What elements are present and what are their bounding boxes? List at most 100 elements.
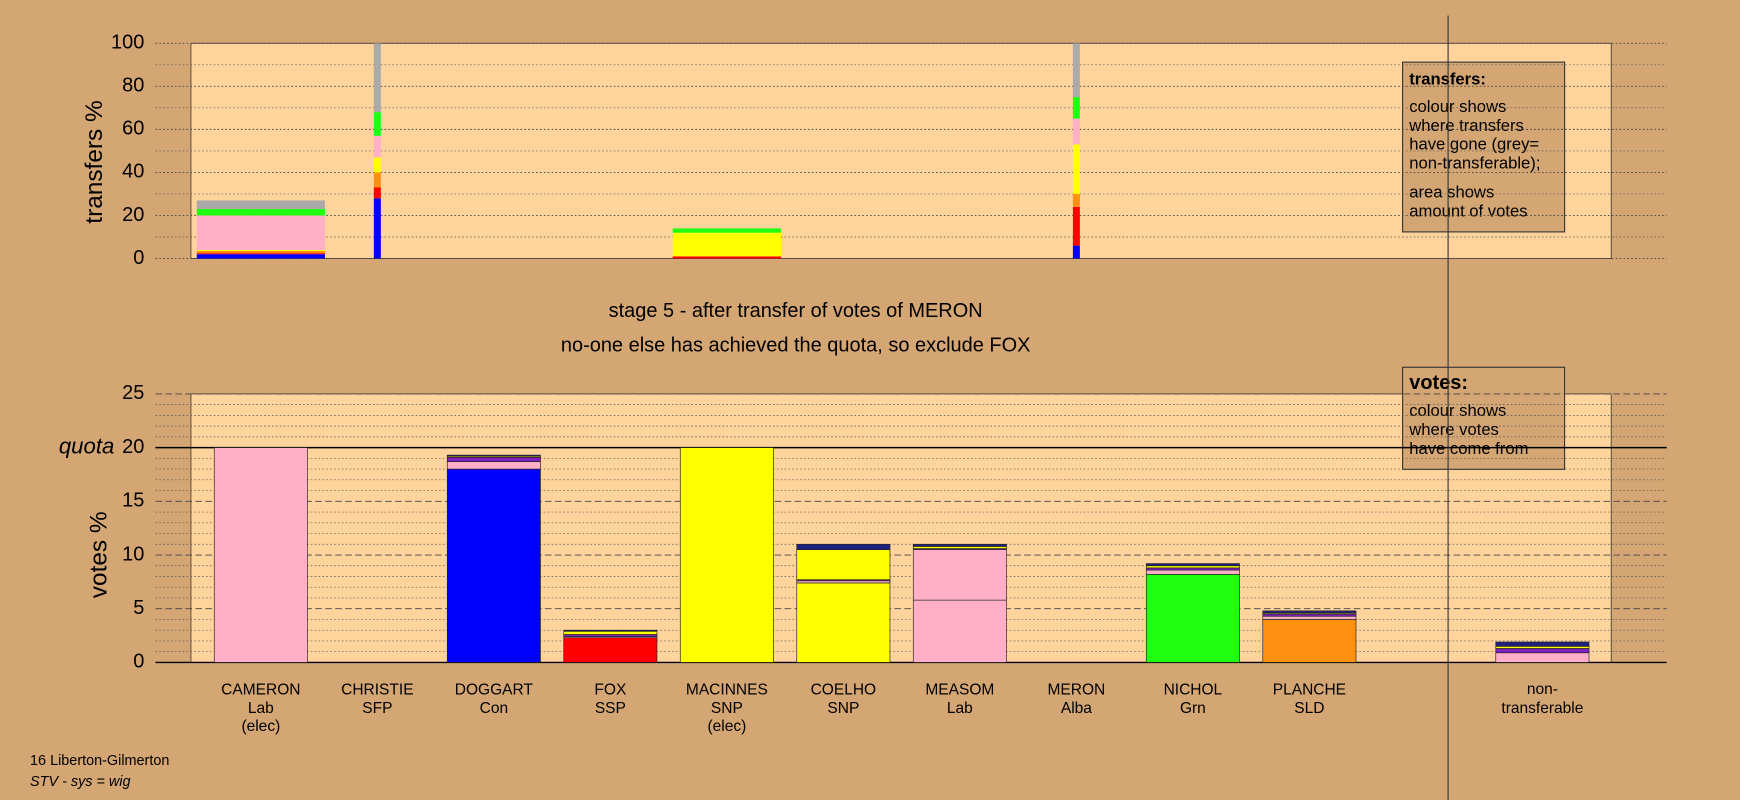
x-tick-label: CHRISTIE bbox=[341, 681, 413, 698]
bar-segment bbox=[196, 250, 325, 254]
bar-segment bbox=[1072, 118, 1080, 145]
bar-segment bbox=[1072, 43, 1080, 98]
plot-area bbox=[190, 393, 1612, 663]
bar-segment bbox=[196, 209, 325, 216]
party-label: Grn bbox=[1180, 700, 1206, 717]
quota-label: quota bbox=[59, 433, 115, 458]
bar-segment bbox=[1262, 610, 1357, 614]
y-tick-label: 25 bbox=[122, 382, 144, 404]
bar-segment bbox=[1145, 563, 1240, 567]
bar-segment bbox=[1262, 615, 1357, 620]
info-text: amount of votes bbox=[1409, 201, 1527, 220]
x-tick-label: NICHOL bbox=[1164, 681, 1223, 698]
x-tick-label: non-transferable bbox=[1501, 681, 1583, 717]
bar-segment bbox=[373, 157, 381, 173]
info-text: have gone (grey= bbox=[1409, 135, 1539, 154]
x-tick-label: DOGGART bbox=[455, 681, 534, 698]
bar-segment bbox=[796, 549, 891, 581]
bar-segment bbox=[373, 135, 381, 158]
y-tick-label: 5 bbox=[133, 597, 144, 619]
bar-segment bbox=[912, 543, 1007, 547]
x-tick-label: FOX bbox=[594, 681, 627, 698]
info-title: votes: bbox=[1409, 372, 1468, 394]
info-text: where transfers bbox=[1408, 116, 1524, 135]
x-tick-label: MACINNES bbox=[686, 681, 768, 698]
y-axis-label: votes % bbox=[85, 511, 112, 598]
info-text: where votes bbox=[1408, 420, 1499, 439]
party-label: Alba bbox=[1061, 700, 1092, 717]
bar-segment bbox=[1495, 641, 1590, 647]
party-label: SLD bbox=[1294, 700, 1324, 717]
bar-segment bbox=[563, 637, 658, 663]
bar-segment bbox=[1072, 206, 1080, 246]
bar-segment bbox=[912, 549, 1007, 601]
bar-segment bbox=[796, 582, 891, 663]
bar-segment bbox=[672, 256, 782, 259]
party-label: SNP bbox=[827, 700, 859, 717]
x-tick-label: CAMERON bbox=[221, 681, 300, 698]
bar-segment bbox=[563, 629, 658, 632]
bar-segment bbox=[373, 187, 381, 199]
bar-segment bbox=[196, 200, 325, 210]
bar-segment bbox=[446, 461, 541, 470]
info-text: area shows bbox=[1409, 182, 1494, 201]
bar-segment bbox=[796, 543, 891, 550]
party-label: Lab bbox=[947, 700, 973, 717]
y-axis-label: transfers % bbox=[81, 100, 108, 223]
bar-segment bbox=[1495, 652, 1590, 663]
bar-segment bbox=[373, 172, 381, 188]
bar-segment bbox=[373, 198, 381, 259]
party-label: Lab bbox=[248, 700, 274, 717]
y-tick-label: 20 bbox=[122, 436, 144, 458]
note-label: (elec) bbox=[241, 718, 280, 735]
y-tick-label: 10 bbox=[122, 543, 144, 565]
bar-segment bbox=[446, 456, 541, 462]
bar-segment bbox=[1072, 245, 1080, 259]
note-label: (elec) bbox=[707, 718, 746, 735]
bar-segment bbox=[679, 447, 774, 663]
y-tick-label: 100 bbox=[111, 32, 144, 54]
bar-segment bbox=[1072, 144, 1080, 194]
party-label: Con bbox=[480, 700, 508, 717]
bar-segment bbox=[196, 254, 325, 259]
y-tick-label: 80 bbox=[122, 75, 144, 97]
y-tick-label: 0 bbox=[133, 247, 144, 269]
info-text: colour shows bbox=[1409, 97, 1506, 116]
x-tick-label: COELHO bbox=[811, 681, 877, 698]
y-tick-label: 0 bbox=[133, 651, 144, 673]
bar-segment bbox=[196, 249, 325, 251]
bar-segment bbox=[373, 112, 381, 136]
party-label: SSP bbox=[595, 700, 626, 717]
bar-segment bbox=[213, 447, 308, 663]
bar-segment bbox=[1262, 619, 1357, 663]
caption: stage 5 - after transfer of votes of MER… bbox=[609, 300, 983, 322]
info-text: non-transferable); bbox=[1409, 154, 1540, 173]
x-tick-label: PLANCHE bbox=[1273, 681, 1346, 698]
bar-segment bbox=[373, 43, 381, 113]
bar-segment bbox=[1145, 569, 1240, 575]
bar-segment bbox=[196, 253, 325, 255]
footer-text: STV - sys = wig bbox=[30, 774, 130, 790]
bar-segment bbox=[446, 468, 541, 663]
y-tick-label: 15 bbox=[122, 490, 144, 512]
bar-segment bbox=[196, 215, 325, 250]
x-tick-label: MERON bbox=[1047, 681, 1105, 698]
bar-segment bbox=[446, 454, 541, 457]
y-tick-label: 60 bbox=[122, 118, 144, 140]
bar-segment bbox=[912, 599, 1007, 663]
bar-segment bbox=[672, 232, 782, 257]
caption: no-one else has achieved the quota, so e… bbox=[561, 334, 1031, 356]
y-tick-label: 20 bbox=[122, 204, 144, 226]
bar-segment bbox=[672, 228, 782, 233]
info-box bbox=[1402, 366, 1566, 470]
y-tick-label: 40 bbox=[122, 161, 144, 183]
info-text: colour shows bbox=[1409, 401, 1506, 420]
footer-text: 16 Liberton-Gilmerton bbox=[30, 753, 169, 769]
party-label: SNP bbox=[711, 700, 743, 717]
party-label: SFP bbox=[362, 700, 392, 717]
x-tick-label: MEASOM bbox=[925, 681, 994, 698]
bar-segment bbox=[1072, 97, 1080, 119]
